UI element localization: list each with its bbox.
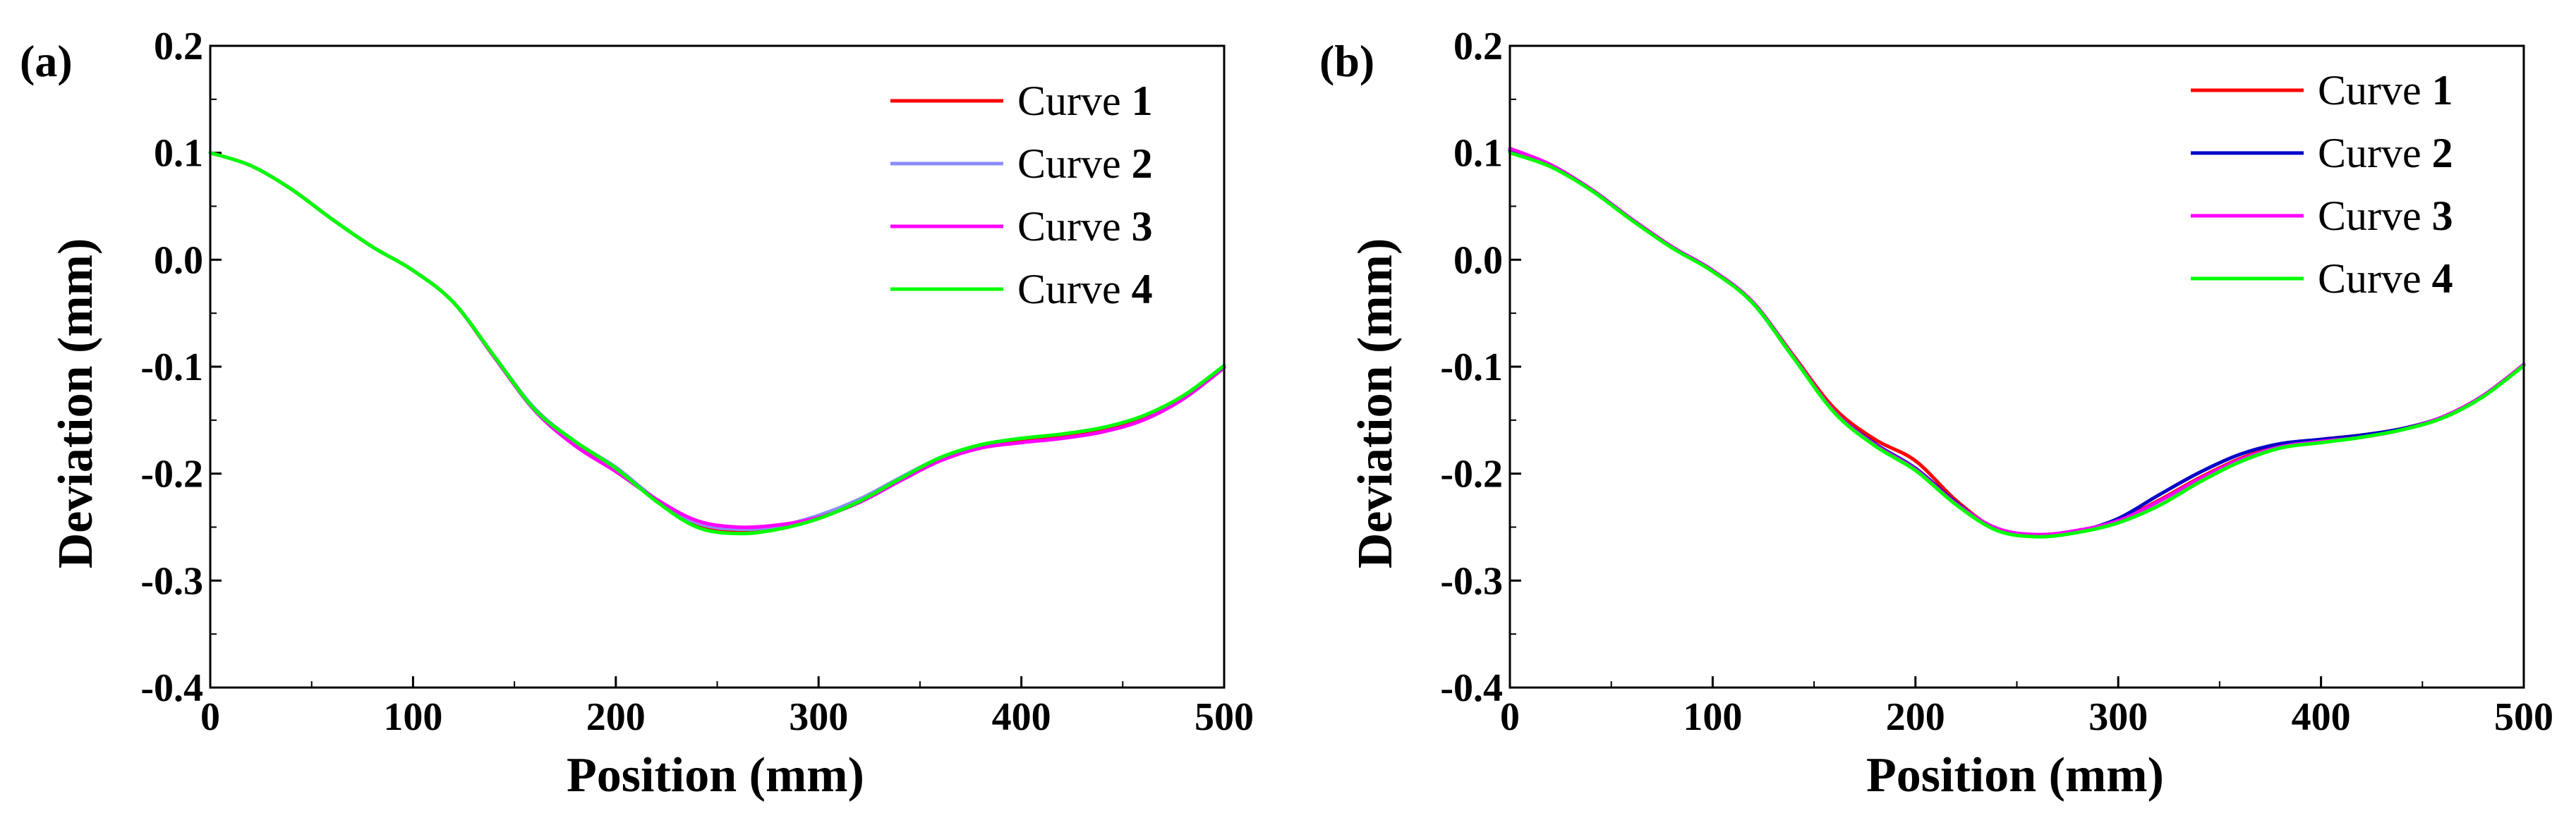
legend-item-curve-1: Curve 1 <box>2191 67 2453 114</box>
y-tick-label: 0.1 <box>1453 132 1503 176</box>
legend: Curve 1 Curve 2 Curve 3 Curve 4 <box>2191 67 2453 302</box>
panel-label: (b) <box>1319 36 1374 86</box>
plot-area-frame <box>209 44 1226 689</box>
x-tick-label: 100 <box>383 695 442 739</box>
x-tick-label: 400 <box>992 695 1051 739</box>
x-tick-label: 400 <box>2292 695 2351 739</box>
legend-item-curve-1: Curve 1 <box>890 78 1153 124</box>
y-tick-label: -0.1 <box>1440 346 1503 389</box>
legend: Curve 1 Curve 2 Curve 3 Curve 4 <box>890 78 1153 312</box>
x-axis-label: Position (mm) <box>567 748 864 802</box>
legend-label: Curve 4 <box>2318 255 2453 302</box>
legend-label: Curve 2 <box>2318 130 2453 176</box>
x-tick-label: 300 <box>789 695 848 739</box>
y-tick-label: 0.0 <box>154 238 203 282</box>
x-tick-label: 200 <box>1886 695 1945 739</box>
y-tick-label: -0.2 <box>140 453 203 496</box>
x-tick-label: 0 <box>1500 695 1520 739</box>
y-tick-label: -0.4 <box>1440 666 1503 710</box>
x-tick-label: 300 <box>2088 695 2148 739</box>
legend-item-curve-4: Curve 4 <box>2191 255 2453 302</box>
series-line-curve-4 <box>208 151 1226 536</box>
x-tick-label: 500 <box>1195 695 1254 739</box>
x-tick-label: 100 <box>1683 695 1742 739</box>
legend-label: Curve 1 <box>1017 78 1153 124</box>
panel-b: (b) Deviation (mm) Position (mm) 0 100 200… <box>1319 25 2553 802</box>
legend-label: Curve 1 <box>2318 67 2453 114</box>
y-axis-label: Deviation (mm) <box>1348 238 1403 569</box>
legend-item-curve-2: Curve 2 <box>890 140 1153 187</box>
panel-a: (a) Deviation (mm) Position (mm) 0 100 200… <box>20 25 1254 802</box>
legend-label: Curve 2 <box>1017 140 1153 187</box>
y-tick-label: -0.1 <box>140 346 203 389</box>
y-tick-label: 0.2 <box>154 25 203 68</box>
legend-label: Curve 4 <box>1017 266 1153 312</box>
y-tick-label: -0.4 <box>140 666 203 710</box>
y-tick-label: -0.3 <box>1440 559 1503 603</box>
y-tick-label: 0.2 <box>1453 25 1503 68</box>
x-axis-label: Position (mm) <box>1866 748 2164 802</box>
x-tick-label: 200 <box>586 695 646 739</box>
legend-item-curve-3: Curve 3 <box>890 203 1153 250</box>
legend-item-curve-2: Curve 2 <box>2191 130 2453 176</box>
panel-label: (a) <box>20 36 73 86</box>
y-tick-label: 0.1 <box>154 132 203 176</box>
y-tick-label: -0.3 <box>140 559 203 603</box>
y-tick-label: -0.2 <box>1440 453 1503 496</box>
x-tick-label: 500 <box>2494 695 2553 739</box>
y-axis-label: Deviation (mm) <box>49 238 103 569</box>
legend-item-curve-3: Curve 3 <box>2191 193 2453 239</box>
legend-label: Curve 3 <box>1017 203 1153 250</box>
legend-label: Curve 3 <box>2318 193 2453 239</box>
legend-item-curve-4: Curve 4 <box>890 266 1153 312</box>
series-line-curve-4 <box>1508 151 2526 539</box>
y-tick-label: 0.0 <box>1453 238 1503 282</box>
x-tick-label: 0 <box>200 695 220 739</box>
plot-area-frame <box>1508 44 2525 689</box>
